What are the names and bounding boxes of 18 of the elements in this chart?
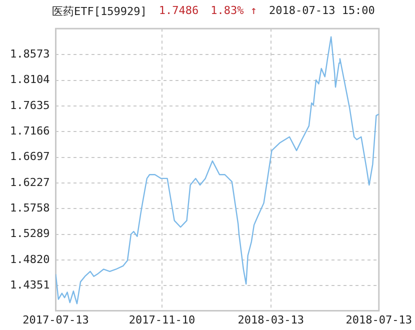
y-tick-label: 1.6227 bbox=[10, 176, 50, 189]
x-tick-label: 2018-03-13 bbox=[238, 313, 304, 326]
x-tick-label: 2018-07-13 bbox=[346, 313, 412, 326]
y-tick-label: 1.7635 bbox=[10, 98, 50, 112]
y-tick-label: 1.5758 bbox=[10, 202, 50, 214]
x-tick-label: 2017-07-13 bbox=[22, 313, 89, 326]
y-tick-label: 1.6697 bbox=[10, 150, 50, 164]
y-tick-label: 1.5289 bbox=[10, 227, 50, 240]
text: 1.83% ↑ bbox=[210, 4, 257, 19]
y-tick-label: 1.8104 bbox=[10, 73, 50, 86]
x-tick-label: 2017-11-10 bbox=[128, 313, 196, 326]
text: 医药ETF[159929] bbox=[52, 4, 147, 19]
text: 2018-07-13 15:00 bbox=[268, 4, 375, 19]
y-tick-label: 1.4351 bbox=[10, 278, 50, 292]
y-tick-label: 1.8573 bbox=[10, 48, 50, 61]
y-tick-label: 1.4820 bbox=[10, 252, 50, 266]
text: 1.7486 bbox=[158, 4, 199, 19]
y-tick-label: 1.7166 bbox=[10, 124, 50, 138]
